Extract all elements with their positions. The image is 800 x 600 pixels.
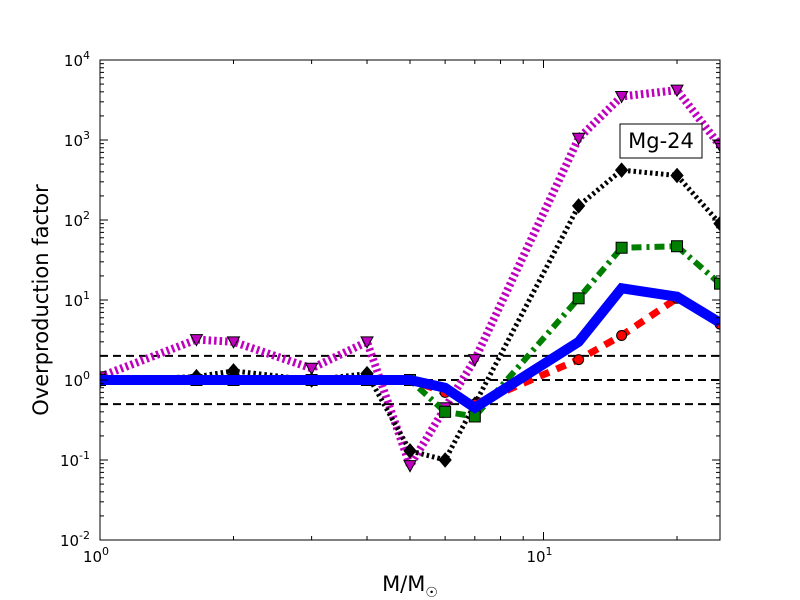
x-axis-title-sun-symbol: ☉ bbox=[425, 585, 438, 600]
ticks-layer: 100 101 10-2 10-1 100 101 102 103 104 bbox=[60, 49, 720, 566]
y-tick-label: 101 bbox=[64, 289, 90, 310]
x-axis-title-main: M/M bbox=[382, 572, 425, 596]
data-point-diamond bbox=[571, 198, 586, 214]
data-point-triangle-down bbox=[360, 336, 374, 349]
y-tick-label: 102 bbox=[64, 209, 90, 230]
y-axis-title: Overproduction factor bbox=[29, 184, 53, 416]
data-point-triangle-down bbox=[467, 354, 482, 367]
data-point-triangle-down bbox=[304, 362, 319, 376]
data-point-circle bbox=[573, 354, 585, 366]
data-point-circle bbox=[616, 329, 628, 341]
data-point-diamond bbox=[670, 167, 684, 184]
y-tick-label: 100 bbox=[64, 369, 90, 390]
y-tick-label: 10-1 bbox=[60, 449, 90, 470]
data-point-triangle-down bbox=[670, 84, 684, 98]
data-point-diamond bbox=[614, 162, 629, 178]
annotation-frame bbox=[619, 123, 703, 159]
x-tick-label: 100 bbox=[83, 545, 109, 566]
data-point-square bbox=[714, 277, 720, 290]
plot-frame bbox=[99, 59, 721, 541]
series-line bbox=[100, 85, 720, 475]
x-axis-title: M/M☉ bbox=[382, 572, 438, 600]
series-magenta-dotted-triangles bbox=[100, 84, 720, 475]
data-point-square bbox=[439, 405, 452, 418]
annotation-label: Mg-24 bbox=[628, 129, 694, 153]
data-point-triangle-down bbox=[226, 336, 241, 349]
x-tick-label: 101 bbox=[526, 545, 552, 566]
data-point-triangle-down bbox=[571, 132, 586, 146]
annotation-box: Mg-24 bbox=[619, 123, 703, 159]
data-point-triangle-down bbox=[614, 90, 629, 104]
data-point-square bbox=[671, 240, 684, 253]
series-line bbox=[100, 167, 720, 463]
y-tick-label: 10-2 bbox=[60, 529, 90, 550]
data-point-square bbox=[572, 292, 585, 305]
series-line bbox=[100, 282, 720, 414]
data-point-triangle-down bbox=[189, 334, 204, 347]
data-point-diamond bbox=[438, 452, 452, 468]
y-tick-label: 103 bbox=[64, 129, 90, 150]
y-tick-label: 104 bbox=[64, 49, 90, 70]
data-point-triangle-down bbox=[403, 460, 417, 473]
data-point-diamond bbox=[403, 443, 417, 459]
series-layer bbox=[100, 84, 720, 475]
series-blue-solid bbox=[100, 282, 720, 414]
data-point-square bbox=[615, 241, 628, 254]
